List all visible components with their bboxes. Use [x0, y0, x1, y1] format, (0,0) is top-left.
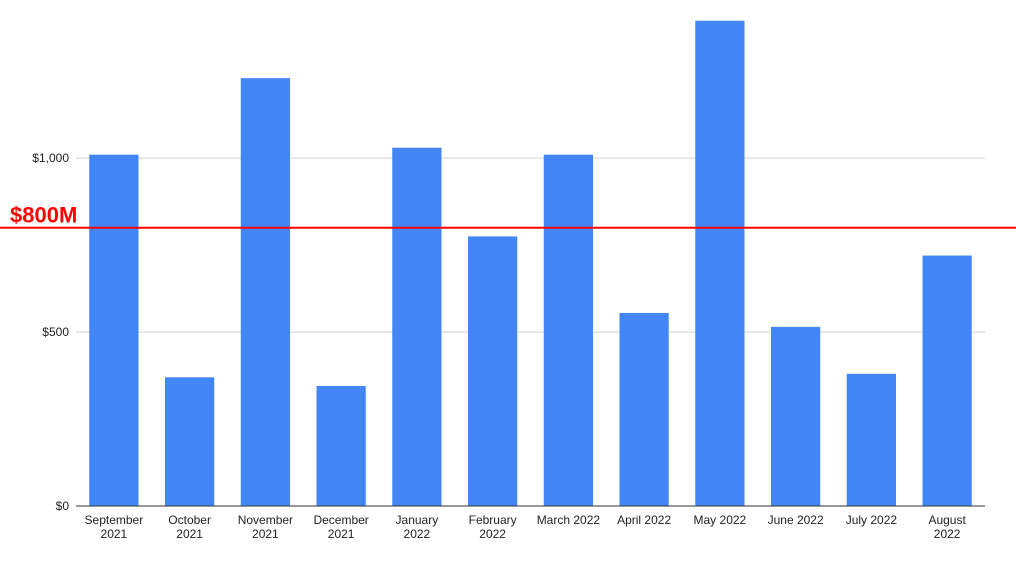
bar — [771, 326, 821, 506]
x-tick-label: October 2021 — [168, 513, 211, 541]
bar — [392, 147, 442, 506]
gridlines — [76, 157, 985, 333]
bar — [316, 385, 366, 506]
bar — [846, 373, 896, 506]
bar — [240, 78, 290, 506]
x-tick-label: July 2022 — [846, 513, 898, 527]
x-axis-ticks: September 2021 October 2021 November 2021 Dece… — [85, 513, 967, 541]
x-tick-label: May 2022 — [694, 513, 747, 527]
x-tick-label: March 2022 — [537, 513, 601, 527]
bar — [468, 236, 518, 507]
x-tick-label: April 2022 — [617, 513, 671, 527]
y-tick-label: $0 — [56, 499, 70, 513]
x-tick-label: August 2022 — [928, 513, 966, 541]
x-tick-label: June 2022 — [768, 513, 824, 527]
bar — [922, 255, 972, 506]
y-axis-ticks: $0 $500 $1,000 — [32, 151, 69, 513]
bar — [695, 20, 745, 506]
x-tick-label: December 2021 — [313, 513, 368, 541]
bar — [165, 377, 215, 506]
bar — [543, 154, 593, 506]
x-tick-label: September 2021 — [85, 513, 144, 541]
y-tick-label: $1,000 — [32, 151, 69, 165]
bar — [89, 154, 139, 506]
x-tick-label: November 2021 — [238, 513, 293, 541]
bar — [619, 312, 669, 506]
y-tick-label: $500 — [42, 325, 69, 339]
bars — [89, 20, 972, 507]
x-tick-label: January 2022 — [396, 513, 439, 541]
reference-line-label: $800M — [10, 203, 77, 228]
x-tick-label: February 2022 — [469, 513, 517, 541]
